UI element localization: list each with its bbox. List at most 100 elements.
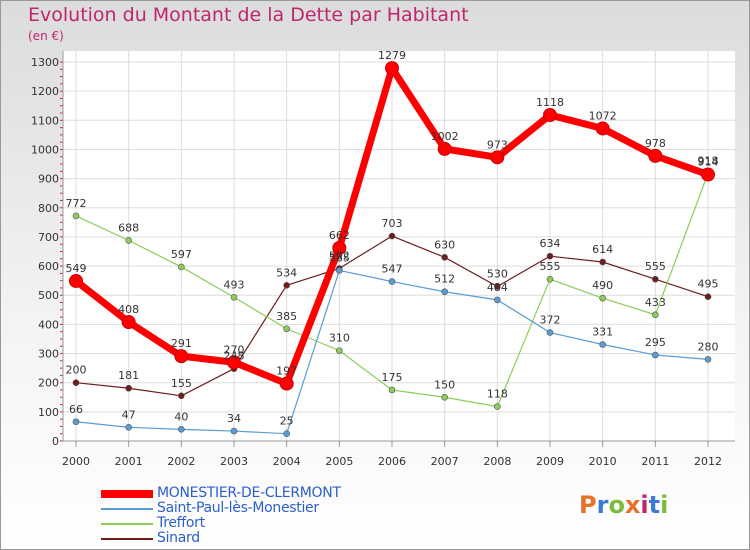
data-label: 181 — [118, 369, 139, 382]
data-point — [230, 427, 238, 435]
data-label: 34 — [227, 412, 241, 425]
legend-label: MONESTIER-DE-CLERMONT — [157, 485, 341, 501]
y-tick-label: 1100 — [31, 114, 59, 127]
x-tick-label: 2009 — [536, 455, 564, 468]
data-point — [385, 61, 399, 76]
data-label: 495 — [698, 278, 719, 291]
data-label: 555 — [540, 260, 561, 273]
data-point — [332, 241, 347, 256]
data-point — [388, 232, 396, 240]
data-label: 973 — [487, 138, 508, 151]
data-point — [178, 263, 185, 271]
data-point — [490, 150, 505, 165]
data-label: 66 — [69, 403, 83, 416]
data-point — [441, 254, 448, 261]
data-label: 530 — [487, 267, 508, 280]
y-tick-label: 100 — [38, 406, 59, 419]
data-point — [599, 258, 606, 266]
legend-item: Treffort — [101, 515, 431, 532]
data-label: 592 — [329, 249, 350, 262]
data-point — [72, 212, 80, 220]
data-label: 630 — [434, 238, 455, 251]
data-point — [174, 349, 189, 364]
data-point — [388, 386, 396, 394]
y-tick-label: 700 — [38, 231, 59, 244]
data-point — [546, 252, 554, 260]
data-label: 385 — [276, 310, 297, 323]
data-label: 490 — [592, 279, 613, 292]
data-label: 47 — [122, 408, 136, 421]
data-point — [599, 294, 606, 302]
data-point — [648, 148, 663, 163]
y-tick-label: 1200 — [31, 85, 59, 98]
logo-letter: P — [579, 491, 597, 519]
legend-label: Treffort — [157, 515, 205, 531]
data-label: 484 — [487, 281, 508, 294]
x-tick-label: 2012 — [694, 455, 722, 468]
data-label: 331 — [592, 326, 613, 339]
y-tick-label: 800 — [38, 202, 59, 215]
data-label: 1072 — [589, 109, 617, 122]
data-label: 25 — [280, 415, 294, 428]
plot-area — [63, 51, 735, 441]
data-label: 40 — [174, 410, 188, 423]
data-point — [69, 273, 83, 288]
x-tick-label: 2003 — [220, 455, 248, 468]
data-label: 150 — [434, 378, 455, 391]
data-point — [652, 311, 659, 319]
data-point — [336, 347, 343, 354]
logo-letter: x — [624, 491, 641, 519]
data-label: 585 — [329, 251, 350, 264]
y-tick-label: 0 — [52, 435, 59, 448]
data-point — [121, 315, 136, 330]
data-label: 534 — [276, 266, 297, 279]
y-tick-label: 1300 — [31, 56, 59, 69]
x-tick-label: 2007 — [431, 455, 459, 468]
data-point — [72, 379, 80, 386]
chart-title: Evolution du Montant de la Dette par Hab… — [28, 4, 469, 26]
y-tick-label: 200 — [38, 377, 59, 390]
x-tick-label: 2006 — [378, 455, 406, 468]
data-label: 270 — [224, 343, 245, 356]
data-point — [336, 267, 343, 274]
data-point — [283, 430, 290, 438]
data-point — [72, 418, 80, 426]
data-point — [388, 278, 396, 285]
y-tick-label: 300 — [38, 348, 59, 361]
data-point — [227, 355, 241, 370]
data-point — [599, 341, 606, 348]
data-point — [543, 108, 557, 123]
data-label: 918 — [698, 154, 719, 167]
legend-swatch — [101, 508, 153, 510]
data-label: 1002 — [431, 130, 459, 143]
logo-letter: i — [660, 491, 669, 519]
data-point — [125, 384, 132, 392]
x-tick-label: 2000 — [62, 455, 90, 468]
data-label: 295 — [645, 336, 666, 349]
data-label: 155 — [171, 377, 192, 390]
data-point — [178, 426, 185, 433]
data-label: 547 — [382, 263, 403, 276]
data-point — [441, 393, 448, 401]
data-point — [283, 325, 290, 333]
data-label: 372 — [540, 314, 561, 327]
data-point — [652, 351, 659, 359]
x-tick-label: 2008 — [483, 455, 511, 468]
data-label: 197 — [276, 365, 297, 378]
unit-label: (en €) — [28, 29, 64, 43]
data-label: 597 — [171, 248, 192, 261]
legend-swatch — [101, 538, 153, 540]
data-point — [701, 167, 715, 182]
x-tick-label: 2001 — [115, 455, 143, 468]
data-label: 310 — [329, 332, 350, 345]
legend-label: Saint-Paul-lès-Monestier — [157, 500, 319, 516]
data-label: 634 — [540, 237, 561, 250]
data-label: 555 — [645, 260, 666, 273]
data-point — [546, 329, 554, 336]
data-label: 978 — [645, 137, 666, 150]
logo-letter: r — [596, 491, 609, 519]
x-tick-label: 2002 — [167, 455, 195, 468]
legend-label: Sinard — [157, 530, 200, 546]
data-label: 408 — [118, 303, 139, 316]
